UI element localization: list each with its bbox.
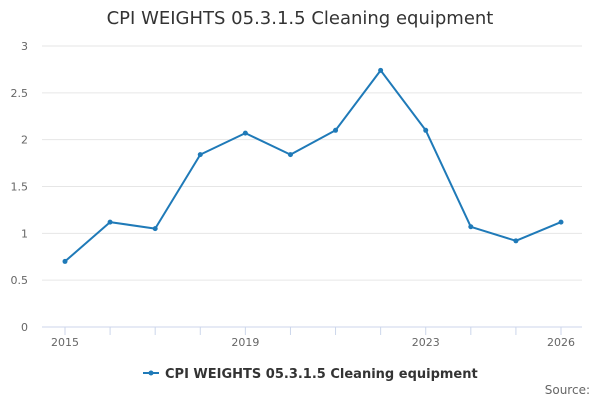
source-label: Source: <box>545 383 590 397</box>
x-tick-label: 2019 <box>231 336 259 349</box>
data-point[interactable] <box>242 130 248 136</box>
x-tick-label: 2015 <box>51 336 79 349</box>
y-tick-label: 1.5 <box>11 181 29 194</box>
legend-label[interactable]: CPI WEIGHTS 05.3.1.5 Cleaning equipment <box>165 367 478 382</box>
y-tick-label: 3 <box>21 40 28 53</box>
data-point[interactable] <box>333 127 339 133</box>
legend-marker-icon <box>148 370 154 376</box>
data-point[interactable] <box>287 152 293 158</box>
y-tick-label: 2 <box>21 134 28 147</box>
data-point[interactable] <box>513 238 519 244</box>
data-point[interactable] <box>378 67 384 73</box>
grid-lines <box>42 45 582 281</box>
data-point[interactable] <box>62 258 68 264</box>
x-axis: 2015 2019 2023 2026 <box>42 326 582 349</box>
data-point[interactable] <box>197 152 203 158</box>
y-tick-label: 0 <box>21 321 28 334</box>
chart-title: CPI WEIGHTS 05.3.1.5 Cleaning equipment <box>107 8 494 29</box>
x-tick-label: 2026 <box>547 336 575 349</box>
series-layer <box>62 67 564 264</box>
y-axis: 0 0.5 1 1.5 2 2.5 3 <box>11 40 29 334</box>
data-point[interactable] <box>152 226 158 232</box>
series-line[interactable] <box>64 69 562 263</box>
data-point[interactable] <box>468 224 474 230</box>
x-tick-label: 2023 <box>412 336 440 349</box>
y-tick-label: 0.5 <box>11 274 29 287</box>
data-point[interactable] <box>423 127 429 133</box>
data-point[interactable] <box>558 219 564 225</box>
data-point[interactable] <box>107 219 113 225</box>
y-tick-label: 2.5 <box>11 87 29 100</box>
y-tick-label: 1 <box>21 227 28 240</box>
legend[interactable]: CPI WEIGHTS 05.3.1.5 Cleaning equipment <box>143 367 478 382</box>
